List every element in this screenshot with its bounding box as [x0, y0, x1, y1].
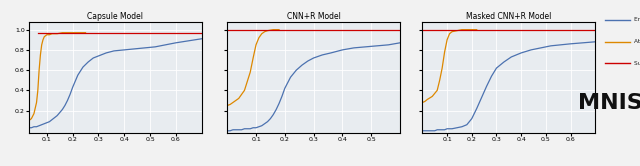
Text: MNIST: MNIST [578, 93, 640, 113]
Title: CNN+R Model: CNN+R Model [287, 12, 340, 21]
Title: Capsule Model: Capsule Model [87, 12, 143, 21]
Text: Attack Detection Rate: Attack Detection Rate [634, 39, 640, 44]
Text: Successful Attack Detection Rate: Successful Attack Detection Rate [634, 61, 640, 66]
Title: Masked CNN+R Model: Masked CNN+R Model [466, 12, 552, 21]
Text: Error Rate: Error Rate [634, 17, 640, 22]
